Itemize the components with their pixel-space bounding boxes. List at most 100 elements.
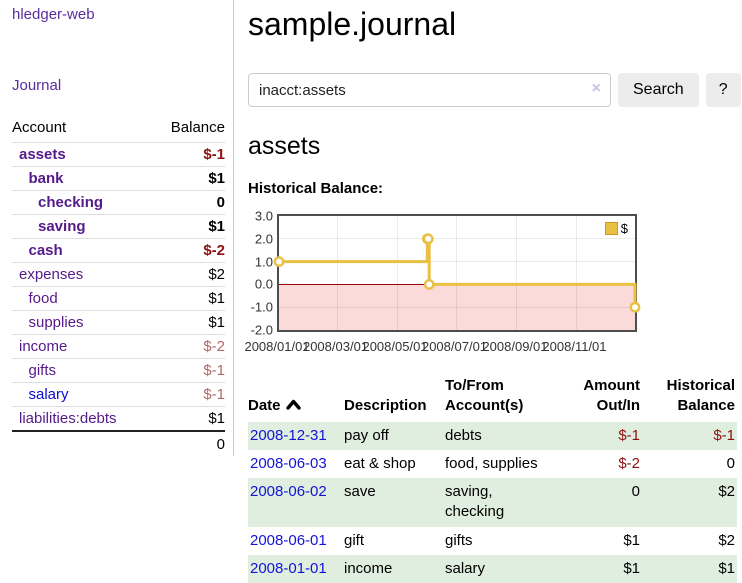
sidebar-account-row: cash$-2 [12, 239, 225, 263]
sidebar-nav: Journal [12, 77, 225, 94]
transaction-amount: $-1 [561, 422, 642, 450]
sidebar-account-link[interactable]: bank [29, 170, 64, 187]
data-point-marker [275, 257, 283, 265]
transaction-date-link[interactable]: 2008-06-02 [250, 483, 327, 500]
account-heading: assets [248, 132, 737, 161]
transaction-amount: $-2 [561, 450, 642, 478]
x-axis-tick-label: 2008/01/01 [244, 339, 309, 354]
sidebar-account-link[interactable]: saving [38, 218, 86, 235]
register-header-description[interactable]: Description [344, 374, 445, 422]
transaction-amount: 0 [561, 478, 642, 527]
transaction-amount: $1 [561, 527, 642, 555]
transaction-date-link[interactable]: 2008-12-31 [250, 427, 327, 444]
historical-balance-label: Historical Balance: [248, 180, 737, 197]
chart-plot-area: $ [277, 214, 637, 332]
transaction-accounts: debts [445, 422, 561, 450]
sidebar-account-link[interactable]: gifts [29, 362, 57, 379]
search-button[interactable]: Search [618, 73, 699, 107]
register-header-amount[interactable]: Amount Out/In [561, 374, 642, 422]
register-header-date[interactable]: Date [248, 374, 344, 422]
y-axis-tick-label: 3.0 [248, 209, 273, 224]
sidebar-account-link[interactable]: salary [29, 386, 69, 403]
transaction-accounts: gifts [445, 527, 561, 555]
transaction-amount: $1 [561, 555, 642, 583]
sidebar-account-link[interactable]: income [19, 338, 67, 355]
sidebar-account-balance: $-2 [152, 335, 225, 359]
x-axis-tick-label: 2008/09/01 [482, 339, 547, 354]
sidebar-account-balance: 0 [152, 191, 225, 215]
accounts-total-spacer [12, 431, 152, 457]
help-button[interactable]: ? [706, 73, 741, 107]
register-header-accounts[interactable]: To/From Account(s) [445, 374, 561, 422]
transaction-accounts: food, supplies [445, 450, 561, 478]
transaction-accounts: saving, checking [445, 478, 561, 527]
transaction-balance: $1 [642, 555, 737, 583]
sidebar-account-row: salary $-1 [12, 383, 225, 407]
accounts-total-row: 0 [12, 431, 225, 457]
y-axis-tick-label: -1.0 [248, 300, 273, 315]
sidebar-account-balance: $1 [152, 407, 225, 432]
register-header-date-label: Date [248, 397, 281, 414]
brand-link[interactable]: hledger-web [12, 6, 95, 23]
sidebar-account-balance: $-1 [152, 359, 225, 383]
y-axis-tick-label: 2.0 [248, 231, 273, 246]
sidebar-item-journal[interactable]: Journal [12, 77, 61, 94]
x-axis-tick-label: 2008/07/01 [422, 339, 487, 354]
transaction-balance: $2 [642, 478, 737, 527]
sidebar-account-row: bank$1 [12, 167, 225, 191]
sidebar-account-row: assets$-1 [12, 143, 225, 167]
accounts-table-header-row: Account Balance [12, 117, 225, 143]
transaction-balance: $-1 [642, 422, 737, 450]
accounts-header-account: Account [12, 117, 152, 143]
data-point-marker [425, 280, 433, 288]
register-table: Date Description To/From Account(s) Amou… [248, 374, 737, 583]
sidebar-account-row: checking 0 [12, 191, 225, 215]
brand: hledger-web [12, 6, 225, 23]
register-header-balance[interactable]: Historical Balance [642, 374, 737, 422]
x-axis-tick-label: 2008/03/01 [303, 339, 368, 354]
x-axis-tick-label: 2008/05/01 [362, 339, 427, 354]
data-point-marker [631, 303, 639, 311]
transaction-date-link[interactable]: 2008-06-03 [250, 455, 327, 472]
transaction-description: save [344, 478, 445, 527]
sidebar-account-row: liabilities:debts $1 [12, 407, 225, 432]
sidebar-account-balance: $1 [152, 215, 225, 239]
sidebar-account-row: saving $1 [12, 215, 225, 239]
transaction-date-link[interactable]: 2008-06-01 [250, 532, 327, 549]
sidebar-account-row: supplies $1 [12, 311, 225, 335]
accounts-total-value: 0 [152, 431, 225, 457]
transaction-accounts: salary [445, 555, 561, 583]
sidebar-account-link[interactable]: supplies [29, 314, 84, 331]
sort-asc-icon [286, 399, 301, 410]
page-title: sample.journal [248, 6, 737, 43]
transaction-date-link[interactable]: 2008-01-01 [250, 560, 327, 577]
sidebar-account-link[interactable]: food [29, 290, 58, 307]
transaction-description: pay off [344, 422, 445, 450]
sidebar-account-link[interactable]: assets [19, 146, 66, 163]
sidebar-account-link[interactable]: expenses [19, 266, 83, 283]
sidebar-account-row: food $1 [12, 287, 225, 311]
clear-search-icon[interactable]: × [592, 80, 601, 98]
sidebar-account-link[interactable]: checking [38, 194, 103, 211]
search-input[interactable] [248, 73, 611, 107]
sidebar: hledger-web Journal Account Balance asse… [0, 0, 234, 456]
sidebar-account-balance: $1 [152, 287, 225, 311]
transaction-description: income [344, 555, 445, 583]
sidebar-account-link[interactable]: cash [29, 242, 63, 259]
sidebar-account-balance: $-1 [152, 383, 225, 407]
transaction-description: gift [344, 527, 445, 555]
sidebar-account-balance: $1 [152, 311, 225, 335]
sidebar-account-row: expenses$2 [12, 263, 225, 287]
sidebar-account-link[interactable]: liabilities:debts [19, 410, 117, 427]
y-axis-tick-label: -2.0 [248, 323, 273, 338]
y-axis-tick-label: 1.0 [248, 254, 273, 269]
